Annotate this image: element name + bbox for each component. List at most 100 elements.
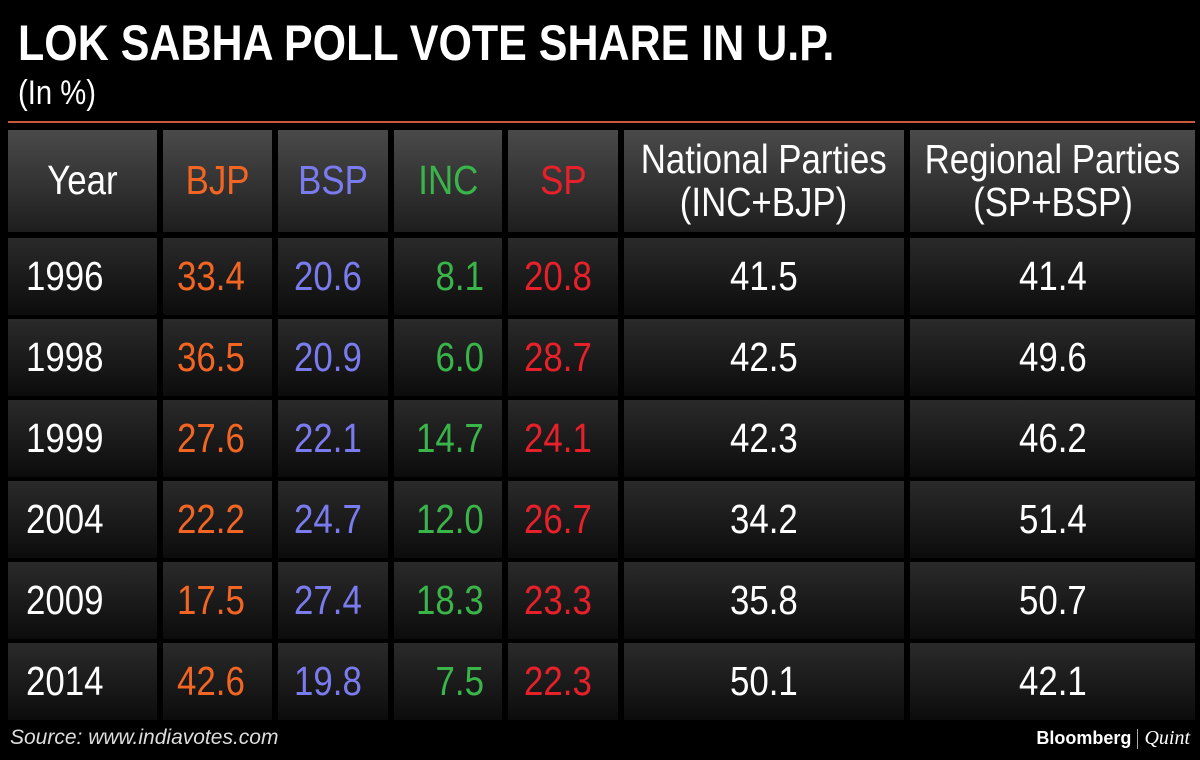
table-cell: 24.1 — [508, 400, 618, 477]
header-cell: INC — [394, 130, 502, 232]
cell-value: 50.7 — [1018, 577, 1087, 623]
table-cell: 22.1 — [278, 400, 388, 477]
cell-value: 22.3 — [524, 658, 592, 704]
cell-value: 1998 — [26, 334, 104, 380]
table-cell: 20.8 — [508, 238, 618, 315]
header-note: (INC+BJP) — [680, 179, 848, 225]
cell-value: 8.1 — [435, 253, 484, 299]
table-cell: 46.2 — [910, 400, 1195, 477]
table-cell: 6.0 — [394, 319, 502, 396]
table-cell: 20.6 — [278, 238, 388, 315]
cell-value: 41.4 — [1018, 253, 1087, 299]
table-cell: 18.3 — [394, 562, 502, 639]
table-cell: 1999 — [8, 400, 157, 477]
table-cell: 50.7 — [910, 562, 1195, 639]
header-cell: Year — [8, 130, 157, 232]
cell-value: 17.5 — [177, 577, 245, 623]
cell-value: 22.1 — [294, 415, 362, 461]
cell-value: 19.8 — [294, 658, 362, 704]
subtitle: (In %) — [18, 74, 96, 112]
cell-value: 24.1 — [524, 415, 592, 461]
table-cell: 2009 — [8, 562, 157, 639]
table-cell: 24.7 — [278, 481, 388, 558]
table-cell: 1996 — [8, 238, 157, 315]
cell-value: 23.3 — [524, 577, 592, 623]
header-label: SP — [539, 157, 587, 204]
cell-value: 27.4 — [294, 577, 362, 623]
cell-value: 20.6 — [294, 253, 362, 299]
table-cell: 35.8 — [624, 562, 904, 639]
table-cell: 33.4 — [163, 238, 272, 315]
cell-value: 2014 — [26, 658, 104, 704]
cell-value: 36.5 — [177, 334, 245, 380]
cell-value: 26.7 — [524, 496, 592, 542]
cell-value: 12.0 — [416, 496, 484, 542]
cell-value: 50.1 — [730, 658, 798, 704]
cell-value: 42.1 — [1018, 658, 1087, 704]
cell-value: 27.6 — [177, 415, 245, 461]
table-cell: 14.7 — [394, 400, 502, 477]
table-cell: 42.5 — [624, 319, 904, 396]
cell-value: 51.4 — [1018, 496, 1087, 542]
header-label: BJP — [185, 157, 250, 204]
header-cell: Regional Parties (SP+BSP) — [910, 130, 1195, 232]
table-cell: 12.0 — [394, 481, 502, 558]
table-cell: 34.2 — [624, 481, 904, 558]
header-cell: BJP — [163, 130, 272, 232]
table-cell: 28.7 — [508, 319, 618, 396]
cell-value: 1999 — [26, 415, 104, 461]
cell-value: 34.2 — [730, 496, 798, 542]
table-cell: 2014 — [8, 643, 157, 720]
cell-value: 33.4 — [177, 253, 245, 299]
table-cell: 17.5 — [163, 562, 272, 639]
partner: Quint — [1144, 727, 1190, 749]
cell-value: 7.5 — [435, 658, 484, 704]
table-cell: 7.5 — [394, 643, 502, 720]
cell-value: 24.7 — [294, 496, 362, 542]
header-label: Regional Parties — [924, 135, 1181, 182]
header-cell: BSP — [278, 130, 388, 232]
header-label: INC — [417, 157, 479, 204]
table-cell: 2004 — [8, 481, 157, 558]
cell-value: 18.3 — [416, 577, 484, 623]
table-cell: 19.8 — [278, 643, 388, 720]
table-cell: 22.3 — [508, 643, 618, 720]
header-label: Year — [47, 157, 118, 204]
cell-value: 2009 — [26, 577, 104, 623]
table-cell: 22.2 — [163, 481, 272, 558]
cell-value: 14.7 — [416, 415, 484, 461]
cell-value: 41.5 — [730, 253, 798, 299]
cell-value: 20.9 — [294, 334, 362, 380]
cell-value: 42.3 — [730, 415, 798, 461]
table-cell: 1998 — [8, 319, 157, 396]
cell-value: 42.6 — [177, 658, 245, 704]
table-cell: 27.4 — [278, 562, 388, 639]
table-cell: 41.4 — [910, 238, 1195, 315]
table-cell: 42.3 — [624, 400, 904, 477]
table-cell: 51.4 — [910, 481, 1195, 558]
cell-value: 49.6 — [1018, 334, 1087, 380]
table-cell: 23.3 — [508, 562, 618, 639]
title: LOK SABHA POLL VOTE SHARE IN U.P. — [18, 15, 835, 71]
header-note: (SP+BSP) — [972, 179, 1133, 225]
table-cell: 20.9 — [278, 319, 388, 396]
brand-box: Bloomberg Quint — [1036, 727, 1190, 750]
divider — [8, 121, 1195, 123]
header-label: BSP — [298, 157, 368, 204]
header-cell: SP — [508, 130, 618, 232]
table-cell: 41.5 — [624, 238, 904, 315]
separator — [1137, 728, 1139, 749]
cell-value: 42.5 — [730, 334, 798, 380]
table-cell: 50.1 — [624, 643, 904, 720]
table-cell: 49.6 — [910, 319, 1195, 396]
cell-value: 22.2 — [177, 496, 245, 542]
cell-value: 1996 — [26, 253, 104, 299]
table-cell: 42.1 — [910, 643, 1195, 720]
header-cell: National Parties (INC+BJP) — [624, 130, 904, 232]
cell-value: 2004 — [26, 496, 104, 542]
cell-value: 6.0 — [435, 334, 484, 380]
table-cell: 27.6 — [163, 400, 272, 477]
cell-value: 28.7 — [524, 334, 592, 380]
source: Source: www.indiavotes.com — [10, 726, 279, 749]
